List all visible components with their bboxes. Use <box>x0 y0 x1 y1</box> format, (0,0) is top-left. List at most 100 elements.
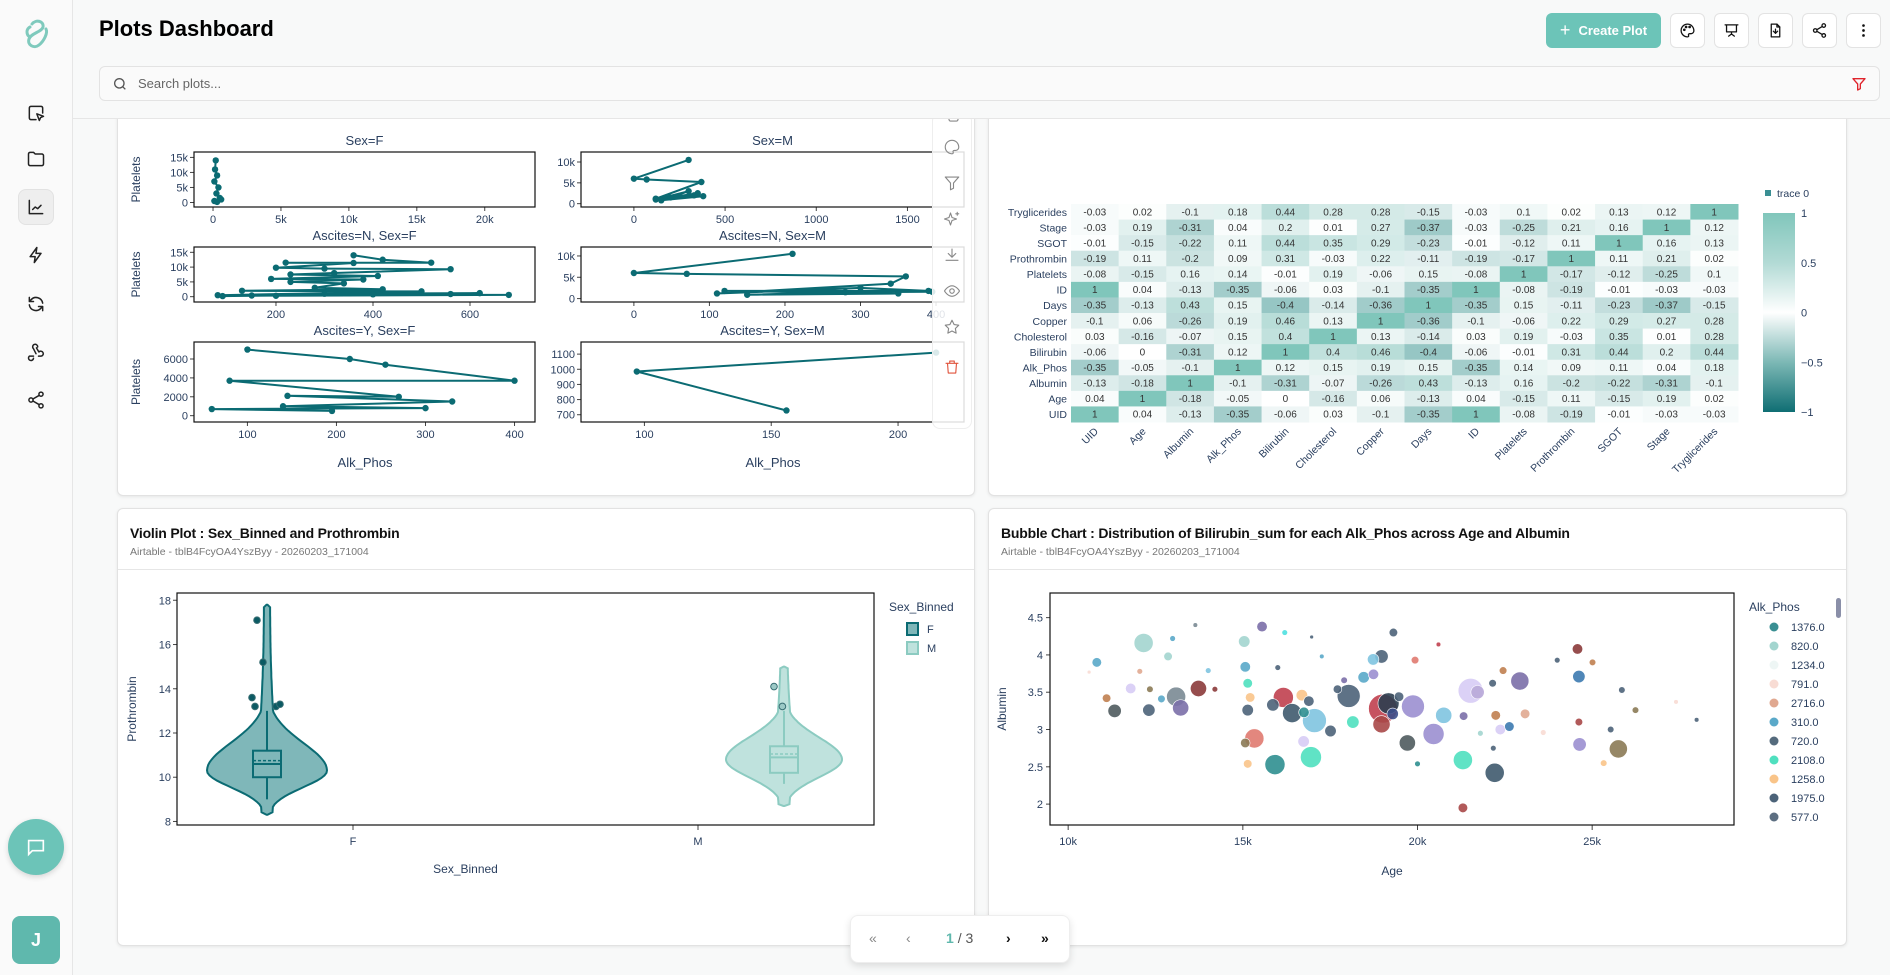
cell-value: -0.1 <box>1181 207 1199 218</box>
data-point <box>346 355 354 363</box>
bubble <box>1490 744 1497 752</box>
bubble <box>1242 678 1253 689</box>
cell-value: -0.03 <box>1465 207 1488 218</box>
heatmap-cell <box>1213 406 1263 423</box>
row-label: Days <box>1043 300 1067 312</box>
data-point <box>360 276 367 283</box>
delete-button[interactable] <box>943 358 963 378</box>
bubble <box>1142 703 1156 717</box>
column-label: Prothrombin <box>1528 426 1577 475</box>
create-plot-button[interactable]: + Create Plot <box>1546 13 1661 48</box>
data-point <box>427 259 435 266</box>
correlation-heatmap[interactable]: Tryglicerides -0.03 0.02 -0.1 0.18 0.44 0.28 0.… <box>989 122 1847 496</box>
bubble <box>1540 729 1547 736</box>
duplicate-button[interactable] <box>943 119 963 126</box>
style-button[interactable] <box>943 138 963 158</box>
last-page-button[interactable]: » <box>1041 930 1049 946</box>
heatmap-cell <box>1404 328 1453 345</box>
y-tick-label: 5k <box>563 272 575 284</box>
cell-value: 0.04 <box>1085 394 1105 405</box>
cell-value: -0.03 <box>1703 285 1726 296</box>
heatmap-cell <box>1595 344 1644 361</box>
cell-value: 0.19 <box>1371 363 1391 374</box>
plot-card-violin: Violin Plot : Sex_Binned and Prothrombin… <box>117 508 975 946</box>
heatmap-cell <box>1404 406 1453 423</box>
sidebar-item-webhooks[interactable] <box>18 334 54 370</box>
sidebar-item-charts[interactable] <box>18 189 54 225</box>
heatmap-cell <box>1499 328 1548 345</box>
cell-value: -0.17 <box>1560 270 1583 281</box>
bubble <box>1367 653 1380 666</box>
bubble <box>1435 706 1453 724</box>
first-page-button[interactable]: « <box>869 930 877 946</box>
cell-value: 0.15 <box>1419 270 1439 281</box>
column-label: Bilirubin <box>1257 426 1292 461</box>
trash-icon <box>945 360 959 374</box>
heatmap-cell <box>1404 390 1453 407</box>
data-point <box>328 407 336 415</box>
cell-value: 0.11 <box>1610 363 1629 374</box>
user-avatar[interactable]: J <box>12 916 60 964</box>
folder-icon <box>27 151 45 167</box>
plot-frame <box>1049 592 1735 826</box>
y-tick-label: 10k <box>170 167 188 179</box>
y-tick-label: 900 <box>557 379 575 391</box>
ai-insights-button[interactable] <box>943 210 963 230</box>
x-tick-label: 500 <box>716 214 734 226</box>
next-page-button[interactable]: › <box>1006 930 1011 946</box>
cell-value: -0.01 <box>1465 238 1488 249</box>
data-point <box>652 196 659 203</box>
export-button[interactable] <box>1758 13 1793 48</box>
colorbar-tick-label: 1 <box>1801 208 1807 220</box>
cell-value: -0.15 <box>1131 270 1154 281</box>
sidebar-item-sync[interactable] <box>18 286 54 322</box>
y-axis-title: Platelets <box>129 251 143 297</box>
more-button[interactable] <box>1846 13 1881 48</box>
heatmap-cell <box>1547 390 1596 407</box>
sidebar-item-select[interactable] <box>18 95 54 131</box>
sidebar-item-actions[interactable] <box>18 237 54 273</box>
app-logo-icon[interactable] <box>22 18 52 52</box>
presentation-icon <box>1724 24 1739 37</box>
plots-grid[interactable]: Sex=F 0 5k 10k 15k 20k 0 5k 10k 15k Platelets Sex=M… <box>73 118 1890 975</box>
bubble <box>1136 668 1143 675</box>
heatmap-cell <box>1118 313 1167 330</box>
cell-value: -0.26 <box>1369 379 1392 390</box>
share-button[interactable] <box>1802 13 1837 48</box>
download-button[interactable] <box>943 246 963 266</box>
facet-line-chart[interactable]: Sex=F 0 5k 10k 15k 20k 0 5k 10k 15k Platelets Sex=M… <box>118 122 975 496</box>
search-input[interactable] <box>138 76 1851 91</box>
heatmap-cell <box>1356 359 1405 376</box>
present-button[interactable] <box>1714 13 1749 48</box>
heatmap-cell <box>1404 250 1453 267</box>
x-tick-label: 15k <box>408 214 426 226</box>
filter-button[interactable] <box>943 174 963 194</box>
sidebar-item-share[interactable] <box>18 382 54 418</box>
view-button[interactable] <box>943 282 963 302</box>
filter-icon[interactable] <box>1851 76 1867 92</box>
heatmap-cell <box>1356 281 1405 298</box>
theme-button[interactable] <box>1670 13 1705 48</box>
line-chart-icon <box>28 199 44 215</box>
row-label: Cholesterol <box>1014 331 1067 343</box>
favorite-button[interactable] <box>943 318 963 338</box>
bubble-chart[interactable]: 10k 15k 20k 25k 2 2.5 3 3.5 4 4.5 Alk_Phos 1376.0 82… <box>989 570 1847 946</box>
x-tick-label: 1000 <box>804 214 828 226</box>
sidebar-item-folder[interactable] <box>18 141 54 177</box>
cell-value: -0.13 <box>1179 285 1202 296</box>
x-tick-label: 25k <box>1583 836 1601 848</box>
heatmap-cell <box>1071 204 1120 221</box>
prev-page-button[interactable]: ‹ <box>906 930 911 946</box>
y-tick-label: 0 <box>182 292 188 304</box>
series-line <box>633 252 933 296</box>
cell-value: -0.31 <box>1655 379 1678 390</box>
cell-value: 0.11 <box>1562 394 1581 405</box>
cell-value: -0.15 <box>1512 394 1535 405</box>
data-point <box>633 368 641 375</box>
legend-marker <box>1769 793 1779 803</box>
data-point <box>350 259 357 267</box>
legend-marker <box>1769 660 1779 670</box>
data-point <box>683 270 690 278</box>
chat-button[interactable] <box>8 819 64 875</box>
